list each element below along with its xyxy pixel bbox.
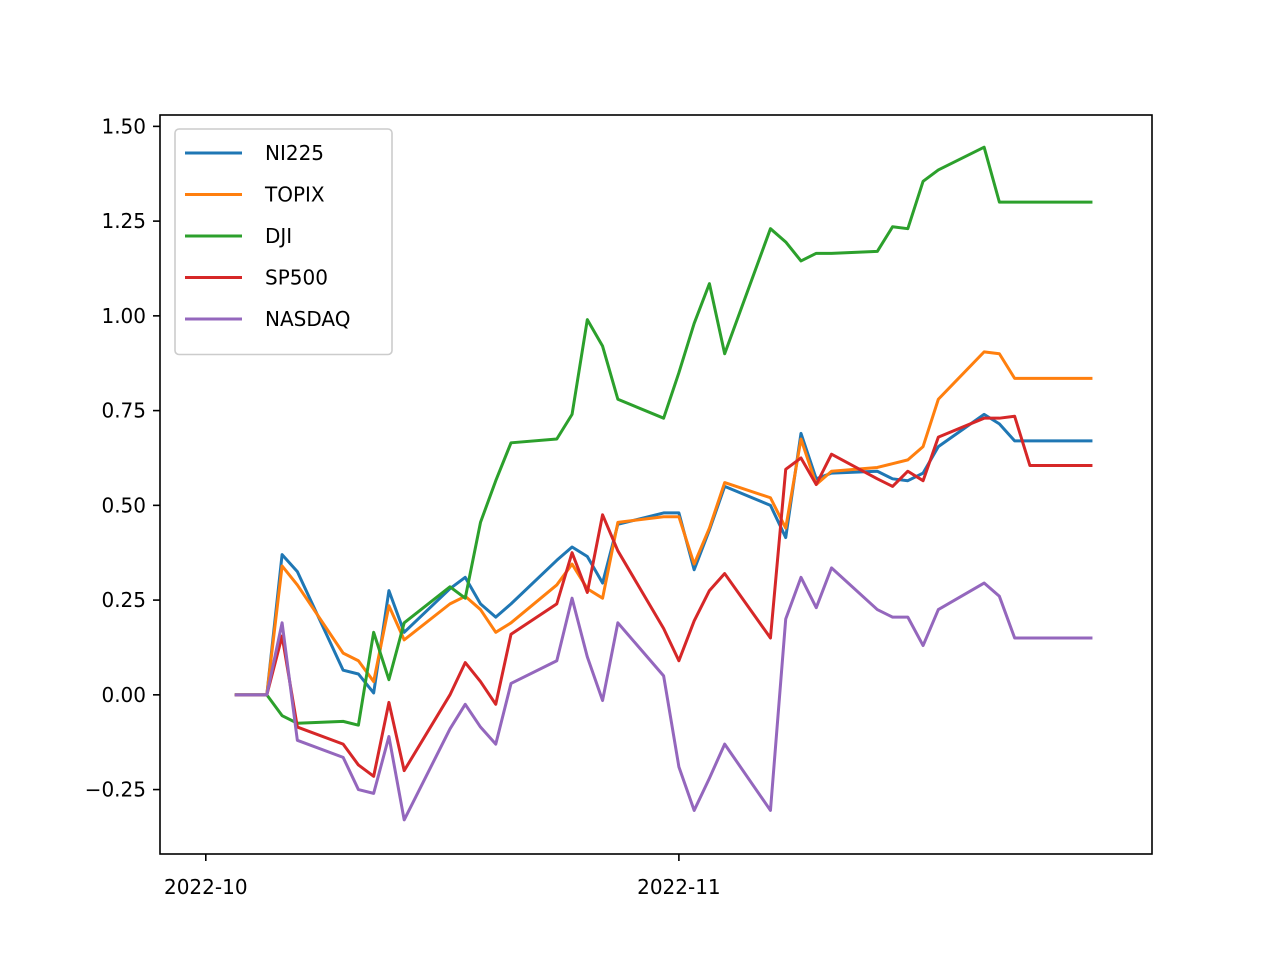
x-axis: 2022-10 2022-11 [164,854,721,899]
y-tick-label: 1.25 [101,209,146,233]
series-line-dji [234,145,1093,727]
legend-label-nasdaq: NASDAQ [265,307,350,331]
y-tick-label: 1.00 [101,304,146,328]
series-line-sp500 [234,414,1093,778]
y-tick-label: 0.25 [101,588,146,612]
legend-label-sp500: SP500 [265,266,328,290]
y-tick-label: −0.25 [85,778,146,802]
x-tick-label: 2022-10 [164,875,248,899]
series-line-nasdaq [234,566,1093,822]
y-axis: −0.25 0.00 0.25 0.50 0.75 1.00 1.25 1.50 [85,114,160,802]
y-tick-label: 1.50 [101,114,146,138]
plot-frame [159,114,1153,855]
legend-label-topix: TOPIX [264,183,325,207]
series-line-topix [234,350,1093,697]
y-tick-label: 0.50 [101,493,146,517]
legend-label-ni225: NI225 [265,141,324,165]
x-tick-label: 2022-11 [637,875,721,899]
legend-label-dji: DJI [265,224,292,248]
series-layer [234,145,1093,822]
y-tick-label: 0.00 [101,683,146,707]
legend: NI225 TOPIX DJI SP500 NASDAQ [174,128,393,356]
y-tick-label: 0.75 [101,399,146,423]
legend-box [174,128,393,356]
